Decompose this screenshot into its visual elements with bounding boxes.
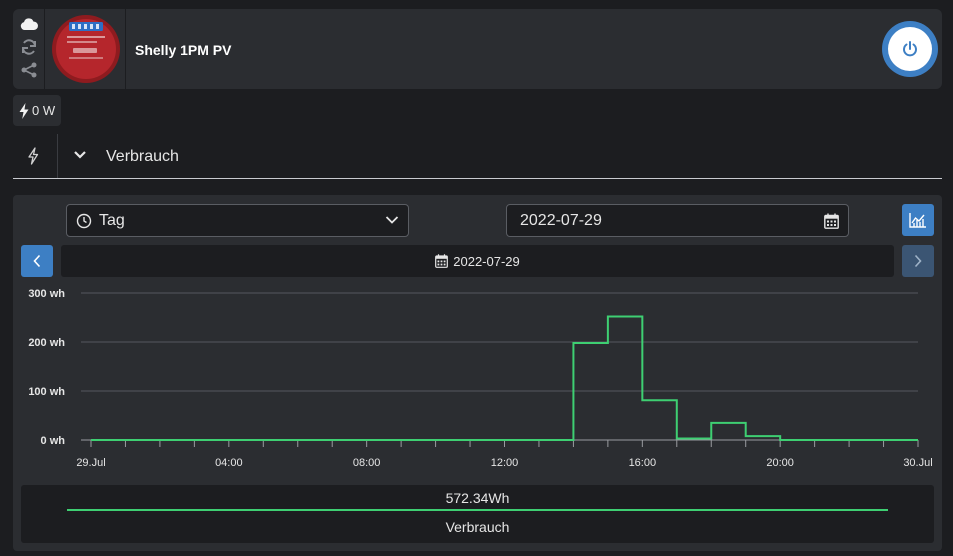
- period-select[interactable]: Tag: [66, 204, 409, 237]
- calendar-icon: [435, 254, 449, 268]
- x-tick-label: 16:00: [629, 457, 657, 469]
- y-tick-label: 0 wh: [41, 435, 66, 447]
- chevron-down-icon: [385, 216, 399, 224]
- power-icon: [903, 41, 917, 57]
- date-input[interactable]: 2022-07-29: [506, 204, 849, 237]
- section-title: Verbrauch: [106, 148, 179, 165]
- device-image: [46, 9, 126, 89]
- section-header[interactable]: Verbrauch: [13, 134, 942, 179]
- chart-icon: [909, 213, 926, 228]
- device-name: Shelly 1PM PV: [135, 42, 232, 58]
- power-button-face: [888, 27, 932, 71]
- y-tick-label: 200 wh: [28, 337, 65, 349]
- period-select-value: Tag: [99, 212, 125, 229]
- series-line-verbrauch: [91, 315, 918, 441]
- share-icon[interactable]: [19, 60, 39, 80]
- previous-day-button[interactable]: [21, 245, 53, 277]
- x-tick-label: 29.Jul: [76, 457, 105, 469]
- date-input-value: 2022-07-29: [520, 212, 602, 229]
- device-actions: [13, 9, 45, 89]
- refresh-icon[interactable]: [19, 37, 39, 57]
- calendar-icon[interactable]: [824, 213, 839, 229]
- energy-chart: 0 wh 100 wh 200 wh 300 wh 29.Jul 04:00 08:00 12…: [28, 288, 932, 469]
- power-value: 0 W: [32, 103, 56, 118]
- total-energy: 572.34Wh: [445, 490, 510, 506]
- legend-line: [67, 509, 888, 511]
- device-header: Shelly 1PM PV: [13, 9, 942, 89]
- next-day-button[interactable]: [902, 245, 934, 277]
- chart-panel: Tag 2022-07-29 2022-07-29 0 wh 100 wh 200 …: [13, 195, 942, 551]
- x-tick-label: 12:00: [491, 457, 519, 469]
- legend-label: Verbrauch: [445, 519, 510, 535]
- chevron-down-icon[interactable]: [73, 150, 87, 160]
- y-tick-label: 300 wh: [28, 288, 65, 300]
- chart-view-button[interactable]: [902, 204, 934, 236]
- x-tick-label: 20:00: [766, 457, 794, 469]
- current-date-display: 2022-07-29: [61, 245, 894, 277]
- clock-icon: [76, 213, 92, 229]
- section-divider: [57, 134, 58, 178]
- power-status-badge: 0 W: [13, 95, 62, 126]
- x-tick-label: 04:00: [215, 457, 243, 469]
- chevron-right-icon: [914, 254, 922, 268]
- chart-summary: 572.34Wh Verbrauch: [21, 485, 934, 543]
- current-date-text: 2022-07-29: [453, 253, 520, 269]
- bolt-icon: [19, 102, 29, 119]
- x-tick-label: 30.Jul: [903, 457, 932, 469]
- chevron-left-icon: [33, 254, 41, 268]
- power-toggle-button[interactable]: [882, 21, 938, 77]
- x-tick-label: 08:00: [353, 457, 381, 469]
- bolt-outline-icon: [28, 147, 39, 165]
- cloud-icon[interactable]: [19, 14, 39, 34]
- y-tick-label: 100 wh: [28, 386, 65, 398]
